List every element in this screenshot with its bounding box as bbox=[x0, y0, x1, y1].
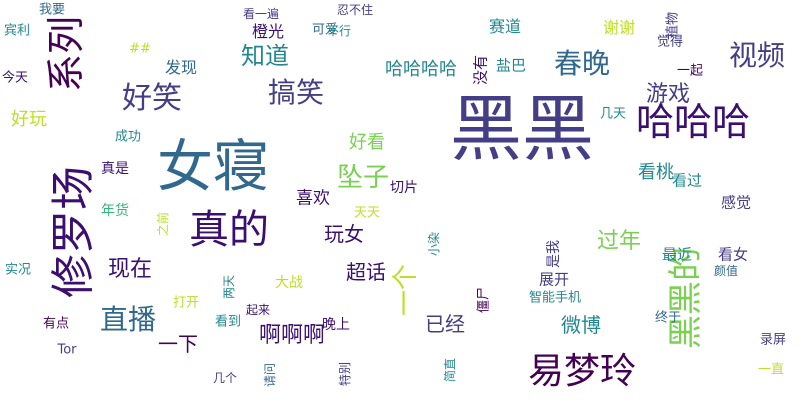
word: 女寝 bbox=[157, 135, 269, 200]
word: 颜值 bbox=[713, 264, 739, 278]
word: 好玩 bbox=[11, 109, 47, 130]
word: 知道 bbox=[241, 42, 289, 70]
word: 展开 bbox=[538, 270, 570, 289]
word: 不行 bbox=[326, 24, 352, 38]
word: 哈哈哈哈 bbox=[385, 59, 457, 80]
word: 大战 bbox=[275, 275, 303, 291]
word: 已经 bbox=[425, 312, 465, 336]
word: 智能手机 bbox=[528, 290, 582, 306]
word: 感觉 bbox=[720, 193, 752, 212]
word: 过年 bbox=[596, 229, 642, 254]
word: 真的 bbox=[189, 207, 269, 253]
word: 是我 bbox=[546, 240, 562, 268]
word: 植物 bbox=[665, 11, 681, 39]
word: 微博 bbox=[561, 313, 601, 337]
word: 晚上 bbox=[322, 317, 350, 333]
word: 看桃 bbox=[638, 162, 674, 183]
word: 没有 bbox=[471, 54, 490, 86]
word: 橙光 bbox=[251, 22, 285, 41]
word: 看女 bbox=[717, 245, 749, 264]
word: 之前 bbox=[156, 211, 170, 237]
word: 一起 bbox=[676, 63, 704, 79]
word: 起来 bbox=[245, 303, 271, 317]
word: 切片 bbox=[390, 180, 418, 196]
word: 哈哈哈 bbox=[635, 100, 751, 144]
word: 直播 bbox=[99, 303, 157, 336]
word: 好笑 bbox=[122, 81, 182, 116]
word: 最近 bbox=[661, 245, 693, 264]
word: 终于 bbox=[654, 310, 682, 326]
word: 有点 bbox=[42, 316, 70, 332]
word: 易梦玲 bbox=[527, 351, 637, 392]
word: 忍不住 bbox=[336, 3, 374, 17]
word: 坠子 bbox=[336, 163, 390, 193]
word: 修罗场 bbox=[48, 166, 99, 298]
word: 黑黑 bbox=[449, 87, 595, 171]
word: 看一遍 bbox=[242, 7, 280, 21]
word: 一直 bbox=[757, 362, 785, 378]
word: 特别 bbox=[338, 361, 352, 387]
word: 啊啊啊 bbox=[258, 323, 326, 348]
word: 年货 bbox=[101, 203, 129, 219]
word: 宾利 bbox=[3, 23, 31, 39]
word: 我要 bbox=[38, 2, 66, 18]
word: 喜欢 bbox=[296, 188, 330, 209]
word: 发现 bbox=[164, 58, 198, 77]
word: 几个 bbox=[212, 371, 238, 385]
word: 简直 bbox=[443, 357, 457, 383]
word: 盐巴 bbox=[495, 56, 527, 75]
word: 成功 bbox=[114, 129, 142, 145]
word: 今天 bbox=[1, 70, 29, 86]
word: 觉得 bbox=[656, 34, 684, 50]
word: 游戏 bbox=[645, 82, 691, 107]
word: 搞笑 bbox=[267, 76, 325, 109]
word: 几天 bbox=[599, 106, 627, 122]
word: 实况 bbox=[4, 262, 32, 278]
word: 现在 bbox=[107, 257, 153, 282]
word: 两天 bbox=[222, 274, 236, 300]
word: 视频 bbox=[728, 39, 786, 72]
word: 请问 bbox=[263, 362, 277, 388]
word: 一下 bbox=[158, 332, 198, 356]
word: 谢谢 bbox=[602, 18, 636, 37]
word: 看过 bbox=[671, 171, 703, 190]
word: 玩女 bbox=[324, 222, 364, 246]
word: 真是 bbox=[101, 161, 129, 177]
word: 天天 bbox=[353, 205, 381, 221]
word: 可爱 bbox=[311, 22, 339, 38]
word: 看到 bbox=[214, 314, 242, 330]
word: 春晚 bbox=[553, 47, 611, 80]
word: 超话 bbox=[346, 260, 386, 284]
word: 小染 bbox=[427, 231, 441, 257]
word: 一个 bbox=[391, 263, 421, 317]
word: 系列 bbox=[44, 15, 88, 93]
word: 僵尸 bbox=[476, 286, 492, 314]
word: Tor bbox=[57, 342, 77, 358]
word: 赛道 bbox=[488, 17, 522, 36]
word: 录屏 bbox=[759, 332, 787, 348]
word: ## bbox=[129, 41, 151, 57]
word: 好看 bbox=[349, 132, 385, 153]
word: 打开 bbox=[172, 295, 200, 311]
